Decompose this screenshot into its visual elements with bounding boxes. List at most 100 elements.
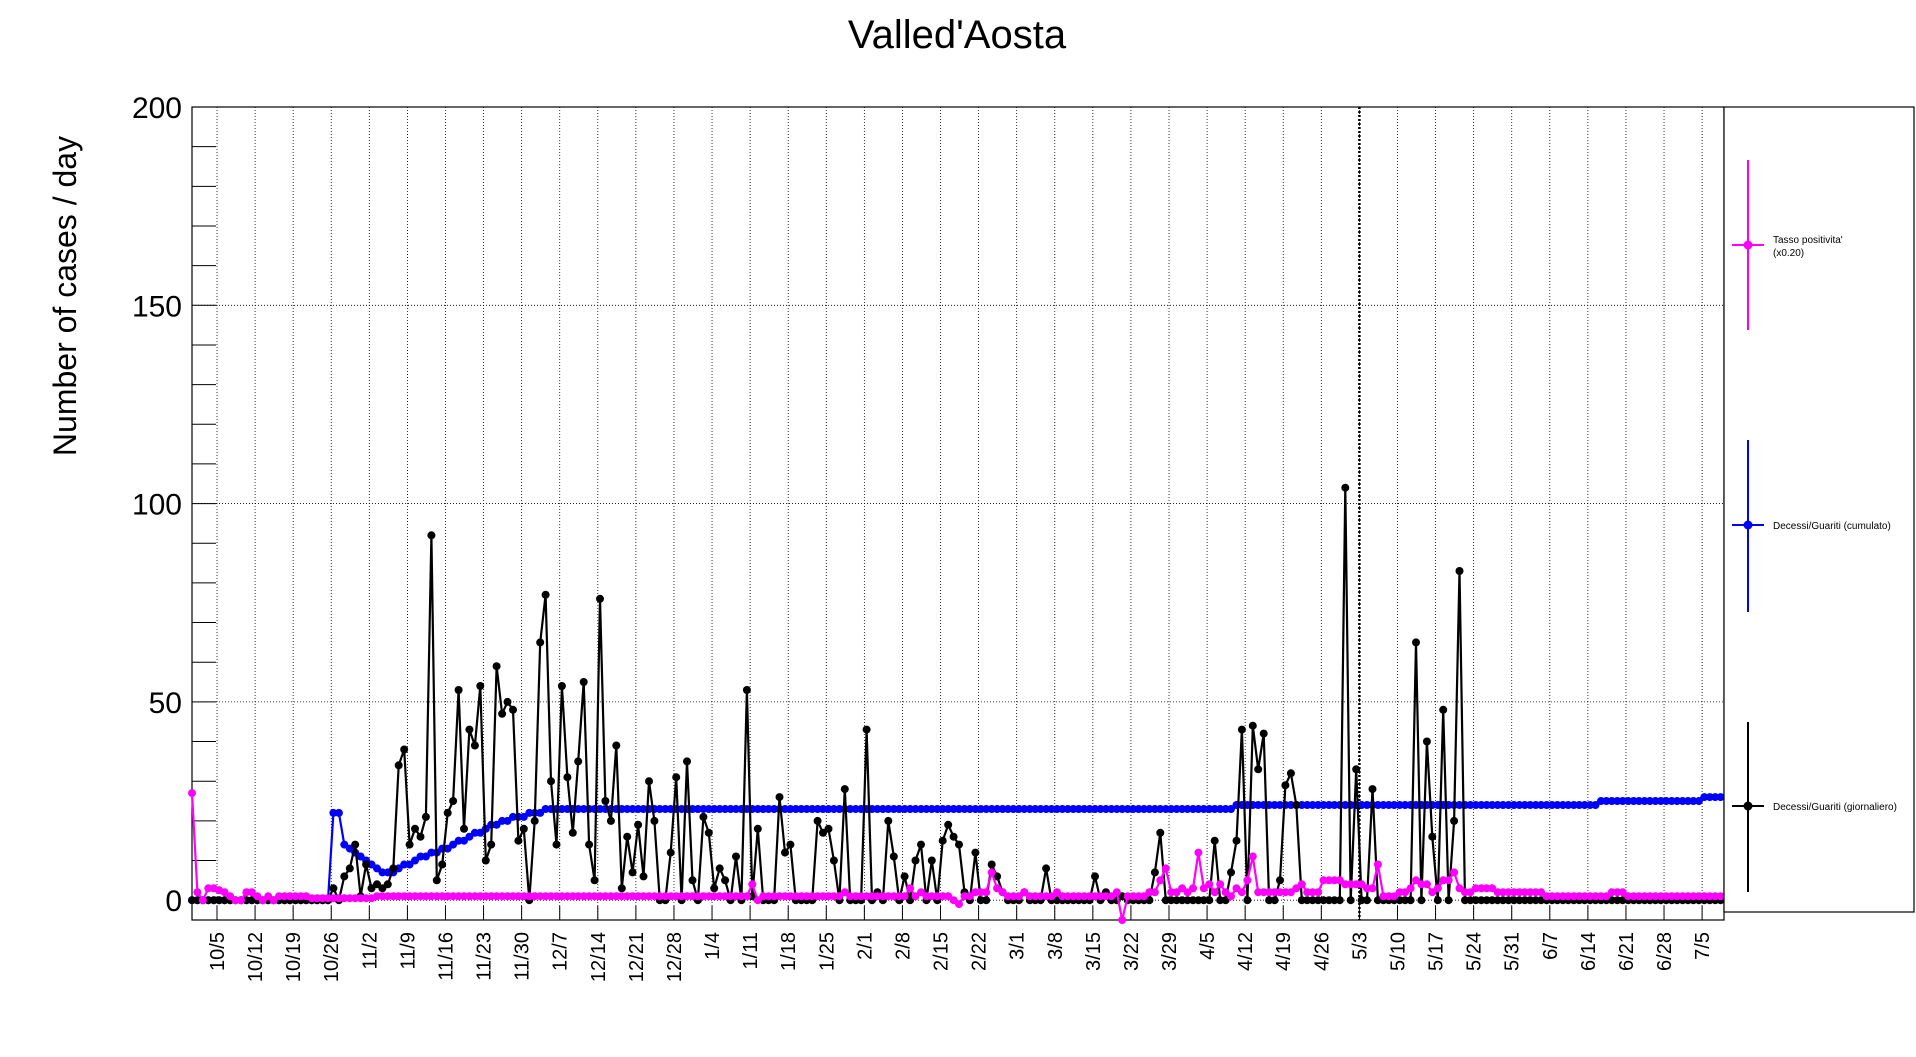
data-point (285, 892, 294, 901)
y-tick-label: 0 (165, 885, 182, 918)
data-point (938, 836, 947, 845)
data-point (862, 725, 871, 734)
legend-marker (1743, 240, 1753, 250)
data-point (824, 824, 833, 833)
data-point (1450, 816, 1459, 825)
data-point (1074, 805, 1083, 813)
data-point (1564, 801, 1573, 809)
x-tick-label: 1/18 (778, 932, 800, 971)
legend-box (1723, 106, 1915, 913)
data-point (732, 852, 740, 861)
data-point (802, 805, 811, 813)
data-point (188, 789, 196, 798)
data-point (911, 805, 920, 813)
data-point (1227, 892, 1235, 901)
data-point (1199, 884, 1208, 893)
data-point (1401, 801, 1410, 809)
data-point (1591, 892, 1600, 901)
data-point (927, 892, 936, 901)
data-point (1237, 725, 1246, 734)
data-point (411, 856, 419, 865)
data-point (1254, 801, 1263, 809)
x-tick-label: 4/26 (1311, 932, 1333, 971)
data-point (829, 892, 838, 901)
data-point (514, 836, 523, 845)
data-point (683, 892, 691, 901)
data-point (601, 892, 610, 901)
data-point (563, 773, 572, 782)
data-point (329, 894, 338, 903)
data-point (802, 892, 811, 901)
data-point (460, 824, 468, 833)
x-tick-label: 1/4 (702, 932, 724, 960)
data-point (1526, 896, 1535, 905)
data-point (1232, 836, 1241, 845)
data-point (1183, 805, 1192, 813)
data-point (1607, 888, 1616, 897)
data-point (1194, 848, 1203, 857)
data-point (1482, 884, 1491, 893)
data-point (421, 812, 430, 821)
data-point (688, 876, 697, 885)
data-point (829, 856, 838, 865)
data-point (628, 868, 637, 877)
data-point (900, 892, 909, 901)
x-tick-label: 3/29 (1159, 932, 1181, 971)
data-point (1406, 884, 1415, 893)
data-point (547, 892, 555, 901)
data-point (1537, 896, 1546, 905)
data-point (1091, 892, 1099, 901)
data-point (400, 745, 409, 754)
grid (192, 107, 1724, 920)
plot-frame (191, 106, 1725, 921)
x-tick-label: 2/8 (892, 932, 914, 960)
data-point (1308, 888, 1317, 897)
data-point (889, 852, 898, 861)
data-point (519, 892, 528, 901)
data-point (1276, 876, 1284, 885)
data-point (476, 892, 485, 901)
data-point (1205, 896, 1214, 905)
data-point (1009, 892, 1018, 901)
data-point (1265, 888, 1274, 897)
data-point (432, 876, 441, 885)
data-point (781, 848, 789, 857)
data-point (982, 896, 991, 905)
data-point (949, 832, 958, 841)
data-point (819, 828, 827, 837)
data-point (443, 808, 452, 817)
data-point (840, 785, 849, 794)
data-point (411, 824, 419, 833)
data-point (917, 840, 925, 849)
data-point (672, 773, 681, 782)
data-point (405, 840, 414, 849)
data-point (753, 824, 762, 833)
data-point (547, 777, 555, 786)
data-point (612, 892, 621, 901)
data-point (1673, 797, 1682, 805)
data-point (639, 892, 648, 901)
x-tick-label: 11/30 (512, 932, 534, 981)
legend-marker (1743, 520, 1753, 530)
data-point (394, 892, 403, 901)
data-point (1401, 896, 1410, 905)
data-point (873, 805, 882, 813)
data-point (900, 805, 909, 813)
data-point (1172, 805, 1181, 813)
x-tick-label: 7/5 (1692, 932, 1714, 960)
data-point (775, 892, 784, 901)
data-point (1618, 888, 1627, 897)
data-point (1036, 805, 1045, 813)
data-point (617, 884, 626, 893)
data-point (476, 828, 485, 837)
data-point (655, 892, 664, 901)
data-point (1537, 801, 1546, 809)
data-point (411, 892, 419, 901)
legend-marker (1743, 801, 1753, 811)
data-point (1716, 892, 1725, 901)
data-point (574, 757, 583, 766)
data-point (1509, 888, 1518, 897)
data-point (275, 892, 283, 901)
